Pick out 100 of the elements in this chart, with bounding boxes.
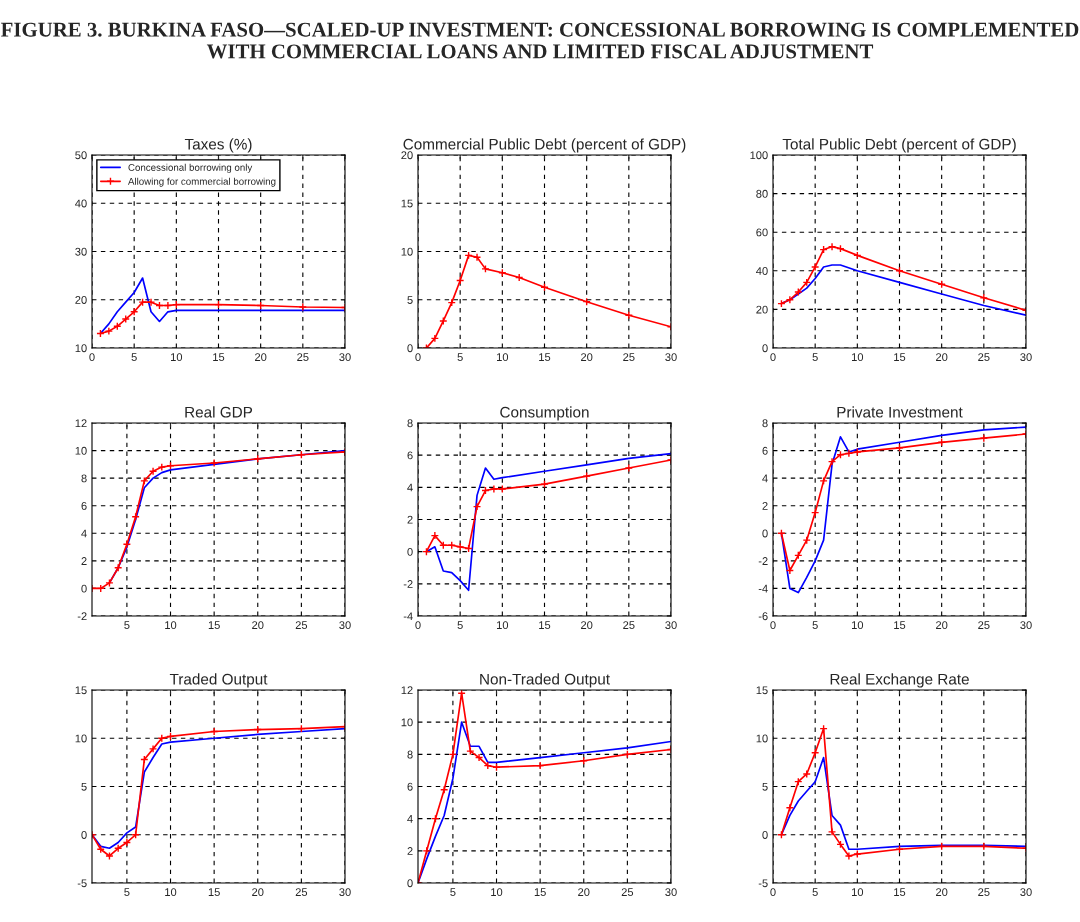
x-tick-label: 15 bbox=[534, 888, 546, 897]
y-tick-label: 4 bbox=[407, 483, 413, 492]
y-tick-label: 5 bbox=[81, 782, 87, 791]
x-tick-label: 25 bbox=[623, 621, 635, 630]
y-tick-label: -2 bbox=[758, 557, 768, 565]
x-tick-label: 10 bbox=[165, 888, 177, 897]
x-tick-label: 5 bbox=[812, 353, 818, 362]
x-tick-label: 10 bbox=[497, 353, 509, 362]
x-tick-label: 25 bbox=[295, 888, 308, 897]
chart-title: Total Public Debt (percent of GDP) bbox=[782, 138, 1016, 153]
y-tick-label: 20 bbox=[401, 151, 413, 160]
x-tick-label: 15 bbox=[213, 353, 225, 362]
x-tick-label: 30 bbox=[665, 888, 677, 897]
x-tick-label: 20 bbox=[581, 621, 593, 630]
x-tick-label: 0 bbox=[415, 353, 421, 362]
x-tick-label: 25 bbox=[623, 353, 635, 362]
y-tick-label: 20 bbox=[756, 305, 768, 314]
x-tick-label: 10 bbox=[852, 353, 864, 362]
x-tick-label: 30 bbox=[665, 353, 677, 362]
x-tick-label: 0 bbox=[415, 621, 421, 630]
x-tick-label: 20 bbox=[252, 621, 264, 630]
x-tick-label: 15 bbox=[894, 353, 906, 362]
chart-title: Non-Traded Output bbox=[480, 673, 610, 688]
y-tick-label: 4 bbox=[81, 529, 87, 538]
x-tick-label: 15 bbox=[208, 888, 220, 897]
y-tick-label: 8 bbox=[407, 750, 413, 759]
y-tick-label: 0 bbox=[81, 584, 87, 593]
x-tick-label: 0 bbox=[89, 353, 95, 362]
x-tick-label: 5 bbox=[457, 621, 463, 630]
x-tick-label: 5 bbox=[450, 888, 456, 897]
x-tick-label: 0 bbox=[770, 621, 776, 630]
legend-label: Concessional borrowing only bbox=[128, 163, 253, 173]
y-tick-label: 10 bbox=[401, 718, 413, 727]
x-tick-label: 5 bbox=[124, 888, 130, 897]
x-tick-label: 25 bbox=[978, 888, 990, 897]
y-tick-label: 6 bbox=[407, 782, 413, 791]
y-tick-label: 0 bbox=[762, 529, 768, 538]
x-tick-label: 25 bbox=[295, 621, 308, 630]
y-tick-label: 8 bbox=[81, 474, 87, 483]
x-tick-label: 20 bbox=[252, 888, 264, 897]
y-tick-label: 0 bbox=[81, 831, 87, 839]
x-tick-label: 30 bbox=[339, 888, 351, 897]
x-tick-label: 5 bbox=[457, 353, 463, 362]
y-tick-label: 0 bbox=[762, 831, 768, 839]
x-tick-label: 15 bbox=[208, 621, 220, 630]
y-tick-label: 10 bbox=[75, 344, 87, 353]
y-tick-label: 10 bbox=[75, 734, 87, 743]
x-tick-label: 30 bbox=[339, 621, 351, 630]
y-tick-label: -2 bbox=[77, 612, 87, 621]
x-tick-label: 25 bbox=[978, 621, 990, 630]
x-tick-label: 15 bbox=[539, 353, 551, 362]
x-tick-label: 5 bbox=[124, 621, 130, 630]
chart-title: Taxes (%) bbox=[184, 138, 252, 153]
y-tick-label: 12 bbox=[75, 419, 87, 428]
y-tick-label: 40 bbox=[75, 199, 87, 208]
y-tick-label: -5 bbox=[758, 879, 768, 888]
x-tick-label: 10 bbox=[497, 621, 509, 630]
x-tick-label: 5 bbox=[131, 353, 137, 362]
x-tick-label: 10 bbox=[171, 353, 183, 362]
y-tick-label: 6 bbox=[762, 446, 768, 455]
y-tick-label: 80 bbox=[756, 189, 768, 198]
x-tick-label: 15 bbox=[894, 621, 906, 630]
caption: FIGURE 3. BURKINA FASO—SCALED-UP INVESTMENT: CONCESSIONAL BORROWING IS COMPLEMENTED WITH COMMERCIAL LOANS AND LIMITED FISCAL ADJUSTMENT bbox=[1, 22, 1079, 59]
y-tick-label: 50 bbox=[75, 151, 87, 160]
x-tick-label: 20 bbox=[578, 888, 590, 897]
x-tick-label: 30 bbox=[1020, 621, 1032, 630]
y-tick-label: 8 bbox=[407, 419, 413, 428]
y-tick-label: 5 bbox=[762, 782, 768, 791]
y-tick-label: -4 bbox=[758, 584, 768, 593]
x-tick-label: 25 bbox=[297, 353, 309, 362]
x-tick-label: 10 bbox=[491, 888, 503, 897]
x-tick-label: 0 bbox=[770, 353, 776, 362]
y-tick-label: 10 bbox=[75, 446, 87, 455]
chart-title: Consumption bbox=[500, 406, 589, 421]
y-tick-label: 60 bbox=[756, 228, 768, 237]
y-tick-label: 6 bbox=[81, 501, 87, 510]
y-tick-label: 100 bbox=[750, 151, 768, 160]
y-tick-label: 0 bbox=[407, 344, 413, 353]
y-tick-label: -5 bbox=[77, 879, 87, 888]
x-tick-label: 20 bbox=[936, 353, 948, 362]
y-tick-label: 0 bbox=[407, 547, 413, 556]
y-tick-label: 4 bbox=[762, 474, 768, 483]
legend-label: Allowing for commercial borrowing bbox=[127, 177, 276, 187]
y-tick-label: 0 bbox=[762, 344, 768, 353]
chart-title: Traded Output bbox=[169, 673, 268, 688]
y-tick-label: -4 bbox=[403, 612, 413, 621]
y-tick-label: 40 bbox=[756, 267, 768, 275]
chart-title: Real GDP bbox=[185, 406, 253, 418]
y-tick-label: 10 bbox=[401, 247, 413, 256]
x-tick-label: 20 bbox=[936, 888, 948, 897]
y-tick-label: -2 bbox=[403, 580, 413, 588]
y-tick-label: 2 bbox=[407, 515, 413, 524]
x-tick-label: 10 bbox=[852, 621, 864, 630]
y-tick-label: 8 bbox=[762, 419, 768, 428]
x-tick-label: 20 bbox=[936, 621, 948, 630]
y-tick-label: 15 bbox=[401, 199, 413, 208]
y-tick-label: 6 bbox=[407, 451, 413, 460]
y-tick-label: 4 bbox=[407, 815, 413, 823]
x-tick-label: 0 bbox=[770, 888, 776, 897]
y-tick-label: 20 bbox=[75, 296, 87, 304]
